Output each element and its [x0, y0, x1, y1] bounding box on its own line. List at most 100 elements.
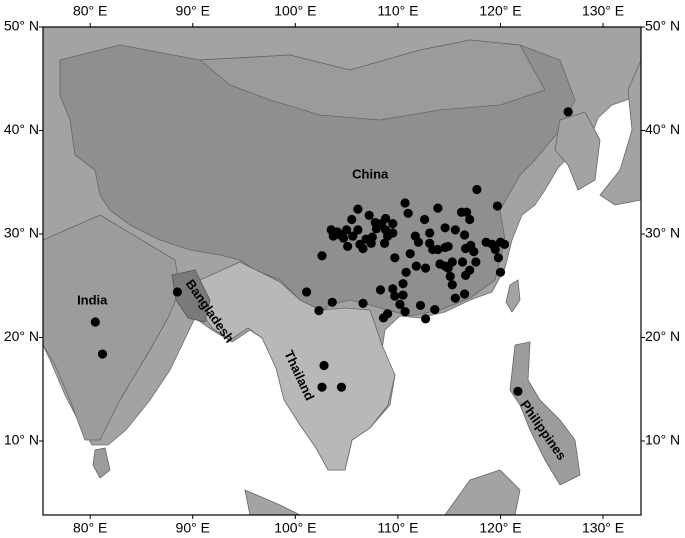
- y-tick-label: 50° N: [4, 18, 39, 34]
- site-point: [410, 231, 420, 241]
- y-tick-label: 30° N: [4, 225, 39, 241]
- site-point: [492, 201, 502, 211]
- y-tick-label: 30° N: [645, 225, 680, 241]
- site-point: [450, 225, 460, 235]
- site-point: [388, 228, 398, 238]
- y-tick-label: 50° N: [645, 18, 680, 34]
- site-point: [172, 287, 182, 297]
- place-label: India: [77, 293, 108, 308]
- site-point: [430, 304, 440, 315]
- site-point: [353, 225, 363, 235]
- y-tick-label: 40° N: [4, 121, 39, 137]
- site-point: [471, 257, 481, 267]
- site-point: [379, 238, 390, 248]
- site-point: [469, 246, 479, 257]
- site-point: [97, 349, 108, 359]
- site-point: [440, 223, 450, 233]
- site-point: [302, 287, 312, 297]
- site-point: [420, 263, 431, 273]
- site-point: [447, 280, 457, 290]
- site-point: [465, 214, 475, 225]
- y-tick-label: 10° N: [645, 432, 680, 448]
- site-point: [443, 263, 453, 273]
- site-point: [445, 271, 455, 282]
- site-point: [425, 228, 435, 238]
- site-point: [457, 257, 468, 267]
- y-tick-label: 20° N: [4, 328, 39, 344]
- site-point: [366, 238, 376, 248]
- site-point: [336, 382, 347, 392]
- x-tick-label: 120° E: [479, 3, 521, 19]
- sumatra: [244, 489, 301, 515]
- site-point: [495, 267, 506, 277]
- site-point: [433, 203, 443, 213]
- site-point: [443, 241, 453, 252]
- site-point: [343, 241, 353, 252]
- site-point: [462, 207, 472, 217]
- site-point: [493, 253, 504, 263]
- site-point: [398, 279, 408, 289]
- x-tick-label: 100° E: [274, 520, 316, 536]
- site-point: [342, 225, 352, 235]
- x-tick-label: 120° E: [479, 520, 521, 536]
- site-point: [472, 184, 482, 195]
- x-tick-label: 80° E: [73, 3, 107, 19]
- y-tick-label: 10° N: [4, 432, 39, 448]
- x-tick-label: 90° E: [176, 520, 210, 536]
- site-point: [459, 230, 470, 240]
- site-point: [335, 230, 346, 240]
- site-point: [353, 204, 363, 214]
- site-point: [328, 231, 338, 241]
- frame: [42, 26, 642, 516]
- site-point: [317, 251, 327, 261]
- site-point: [400, 307, 410, 317]
- site-point: [459, 289, 470, 299]
- site-point: [499, 239, 510, 249]
- x-tick-label: 80° E: [73, 520, 107, 536]
- philippines: [509, 341, 581, 486]
- site-point: [348, 231, 358, 241]
- site-point: [347, 214, 357, 225]
- x-tick-label: 110° E: [377, 520, 418, 536]
- site-point: [401, 267, 411, 277]
- site-point: [358, 298, 368, 308]
- x-tick-label: 130° E: [582, 520, 624, 536]
- site-point: [403, 208, 413, 218]
- site-point: [435, 259, 445, 269]
- site-point: [314, 305, 324, 316]
- x-tick-label: 90° E: [176, 3, 210, 19]
- site-point: [319, 360, 329, 371]
- korea: [554, 111, 601, 191]
- site-point: [400, 198, 410, 208]
- sri-lanka: [92, 447, 111, 479]
- x-tick-label: 110° E: [377, 3, 418, 19]
- site-point: [420, 314, 431, 324]
- site-point: [415, 300, 426, 311]
- y-tick-label: 20° N: [645, 328, 680, 344]
- site-point: [358, 243, 368, 254]
- japan: [599, 59, 641, 206]
- site-point: [90, 317, 100, 327]
- india: [43, 214, 181, 441]
- bangladesh: [171, 269, 211, 323]
- borneo: [444, 469, 521, 515]
- site-point: [327, 297, 337, 307]
- site-point: [490, 244, 500, 255]
- site-point: [411, 261, 421, 271]
- site-point: [388, 219, 398, 229]
- site-point: [405, 249, 415, 259]
- site-point: [375, 285, 386, 295]
- site-point: [395, 299, 405, 309]
- x-tick-label: 100° E: [274, 3, 316, 19]
- site-point: [465, 265, 475, 275]
- place-label: China: [352, 166, 389, 181]
- basemap: [43, 27, 641, 515]
- site-point: [378, 313, 389, 323]
- site-point: [317, 382, 327, 392]
- site-point: [390, 291, 400, 301]
- site-point: [364, 210, 374, 220]
- site-point: [388, 284, 398, 294]
- site-point: [419, 214, 430, 225]
- site-point: [428, 244, 438, 255]
